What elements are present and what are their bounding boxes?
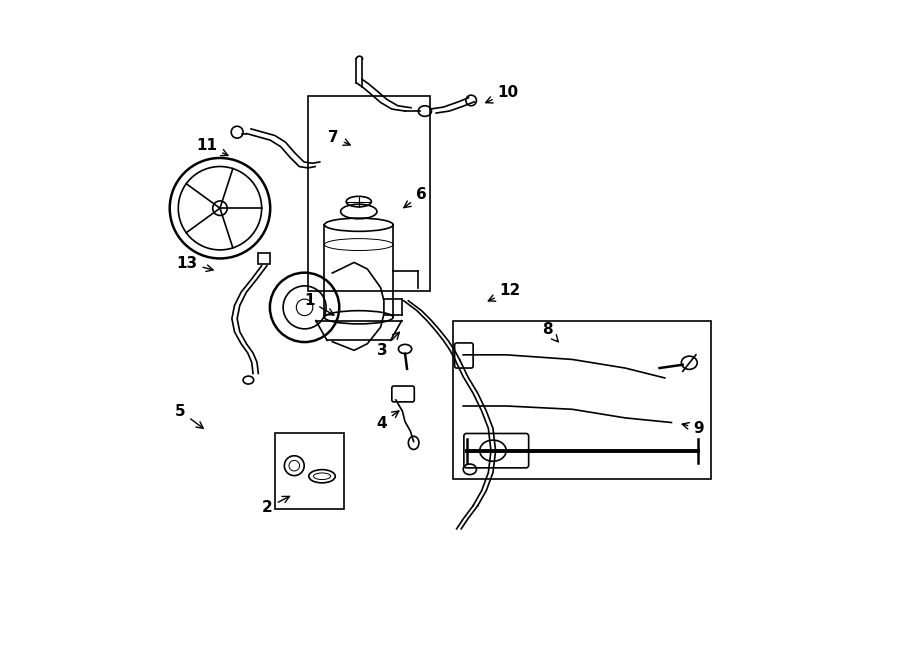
Bar xyxy=(308,96,430,291)
Text: 11: 11 xyxy=(196,138,228,155)
Text: 6: 6 xyxy=(404,188,427,208)
Bar xyxy=(258,253,270,264)
Text: 12: 12 xyxy=(489,284,521,301)
Text: 1: 1 xyxy=(304,293,334,315)
Text: 5: 5 xyxy=(175,404,203,428)
Text: 8: 8 xyxy=(542,322,558,342)
Text: 3: 3 xyxy=(376,332,400,358)
Text: 4: 4 xyxy=(376,411,399,430)
Text: 2: 2 xyxy=(262,496,290,515)
Text: 13: 13 xyxy=(176,256,213,272)
Text: 9: 9 xyxy=(682,421,704,436)
Text: 7: 7 xyxy=(328,130,350,145)
Bar xyxy=(454,321,711,479)
Text: 10: 10 xyxy=(486,85,518,103)
Bar xyxy=(274,433,344,509)
